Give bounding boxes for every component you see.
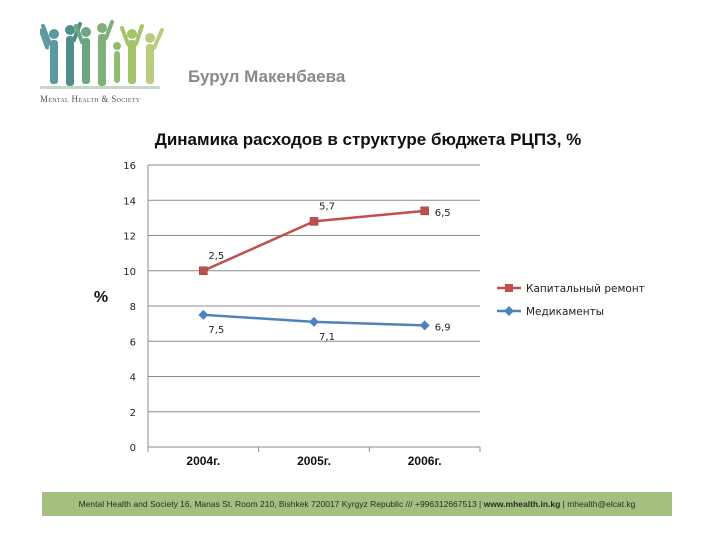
y-tick-label: 8 [130, 302, 136, 313]
data-point [419, 320, 430, 331]
data-point [309, 217, 319, 226]
data-label: 2,5 [208, 251, 224, 262]
x-tick-label: 2004г. [186, 454, 220, 468]
y-tick-label: 10 [123, 267, 136, 278]
data-label: 7,1 [319, 332, 335, 343]
legend-label: Медикаменты [526, 306, 604, 318]
y-tick-label: 16 [123, 161, 136, 172]
footer-bar: Mental Health and Society 16, Manas St. … [42, 492, 672, 516]
x-tick-label: 2006г. [408, 454, 442, 468]
author-name: Бурул Макенбаева [188, 67, 346, 86]
legend-marker [504, 306, 514, 316]
data-label: 6,9 [435, 322, 451, 333]
logo-text: Mental Health & Society [40, 94, 141, 104]
y-tick-label: 0 [130, 443, 136, 454]
data-label: 5,7 [319, 201, 335, 212]
data-point [309, 316, 319, 327]
legend-marker [505, 284, 513, 292]
y-tick-label: 6 [130, 337, 136, 348]
data-label: 6,5 [435, 208, 451, 219]
logo-figures [40, 20, 164, 89]
y-axis-label: % [94, 289, 108, 306]
y-tick-label: 4 [130, 373, 136, 384]
y-tick-label: 2 [130, 408, 136, 419]
footer-email: | mhealth@elcat.kg [560, 499, 636, 509]
legend-label: Капитальный ремонт [526, 283, 645, 295]
y-tick-label: 12 [123, 232, 136, 243]
y-tick-label: 14 [123, 196, 136, 207]
x-tick-label: 2005г. [297, 454, 331, 468]
footer-address: Mental Health and Society 16, Manas St. … [78, 499, 484, 509]
data-point [199, 266, 208, 275]
data-point [420, 206, 429, 216]
data-point [198, 309, 209, 320]
data-label: 7,5 [208, 325, 224, 336]
chart-title: Динамика расходов в структуре бюджета РЦ… [154, 130, 582, 149]
footer-website-link[interactable]: www.mhealth.in.kg [483, 499, 561, 509]
